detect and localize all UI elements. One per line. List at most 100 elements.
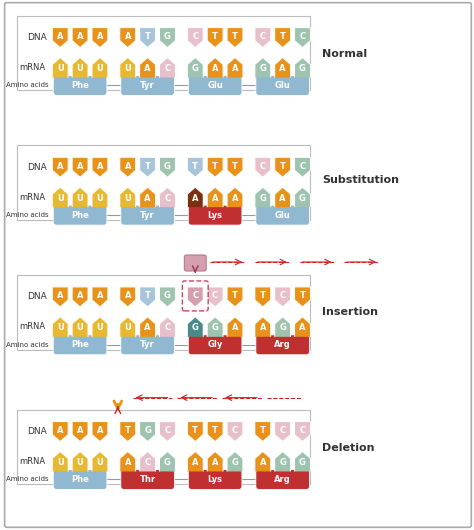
Polygon shape xyxy=(275,187,291,207)
Polygon shape xyxy=(255,317,271,337)
Polygon shape xyxy=(72,421,88,441)
Text: A: A xyxy=(212,193,219,202)
Text: Tyr: Tyr xyxy=(140,340,155,349)
Text: G: G xyxy=(259,64,266,73)
Polygon shape xyxy=(120,287,136,307)
Text: T: T xyxy=(125,426,131,435)
Polygon shape xyxy=(294,58,310,77)
Polygon shape xyxy=(92,452,108,472)
FancyBboxPatch shape xyxy=(17,410,310,484)
Text: A: A xyxy=(97,162,103,171)
Text: T: T xyxy=(280,162,286,171)
Polygon shape xyxy=(52,58,68,77)
Text: C: C xyxy=(280,292,286,301)
Text: C: C xyxy=(164,193,171,202)
Text: C: C xyxy=(192,32,198,41)
Text: C: C xyxy=(260,32,266,41)
FancyBboxPatch shape xyxy=(188,75,242,95)
FancyBboxPatch shape xyxy=(256,75,310,95)
Text: A: A xyxy=(145,323,151,332)
Text: Phe: Phe xyxy=(71,475,89,484)
Polygon shape xyxy=(160,421,175,441)
Text: A: A xyxy=(279,193,286,202)
FancyBboxPatch shape xyxy=(256,470,310,489)
Text: G: G xyxy=(259,193,266,202)
Polygon shape xyxy=(255,187,271,207)
Polygon shape xyxy=(255,452,271,472)
Text: T: T xyxy=(260,426,266,435)
Text: Phe: Phe xyxy=(71,81,89,90)
Polygon shape xyxy=(207,28,223,48)
Polygon shape xyxy=(255,421,271,441)
Polygon shape xyxy=(72,28,88,48)
Polygon shape xyxy=(187,58,203,77)
Text: G: G xyxy=(299,193,306,202)
Polygon shape xyxy=(72,157,88,177)
FancyBboxPatch shape xyxy=(188,205,242,225)
FancyBboxPatch shape xyxy=(256,335,310,355)
Polygon shape xyxy=(187,452,203,472)
Text: Amino acids: Amino acids xyxy=(6,342,49,348)
FancyBboxPatch shape xyxy=(188,335,242,355)
Polygon shape xyxy=(92,28,108,48)
Polygon shape xyxy=(72,317,88,337)
Polygon shape xyxy=(275,287,291,307)
Polygon shape xyxy=(187,421,203,441)
Polygon shape xyxy=(160,452,175,472)
FancyBboxPatch shape xyxy=(121,470,174,489)
Text: C: C xyxy=(192,292,198,301)
Polygon shape xyxy=(52,317,68,337)
Polygon shape xyxy=(92,157,108,177)
Text: U: U xyxy=(57,323,64,332)
Polygon shape xyxy=(52,452,68,472)
Text: C: C xyxy=(164,64,171,73)
Text: DNA: DNA xyxy=(27,163,47,172)
Text: T: T xyxy=(212,32,218,41)
Text: Amino acids: Amino acids xyxy=(6,83,49,89)
Text: C: C xyxy=(164,426,171,435)
FancyBboxPatch shape xyxy=(5,3,471,527)
Polygon shape xyxy=(120,452,136,472)
FancyBboxPatch shape xyxy=(121,335,174,355)
Text: C: C xyxy=(260,162,266,171)
Polygon shape xyxy=(187,157,203,177)
FancyBboxPatch shape xyxy=(17,16,310,91)
Text: A: A xyxy=(125,458,131,467)
Text: mRNA: mRNA xyxy=(19,63,46,72)
Text: T: T xyxy=(260,292,266,301)
Text: U: U xyxy=(77,193,83,202)
Text: Arg: Arg xyxy=(274,340,291,349)
Polygon shape xyxy=(227,452,243,472)
Polygon shape xyxy=(160,317,175,337)
Polygon shape xyxy=(207,287,223,307)
Text: G: G xyxy=(299,458,306,467)
Text: G: G xyxy=(164,162,171,171)
Text: Amino acids: Amino acids xyxy=(6,476,49,482)
Text: T: T xyxy=(280,32,286,41)
Text: T: T xyxy=(232,162,238,171)
Polygon shape xyxy=(160,157,175,177)
Polygon shape xyxy=(294,421,310,441)
Text: A: A xyxy=(212,458,219,467)
Text: T: T xyxy=(145,292,151,301)
Polygon shape xyxy=(255,28,271,48)
Polygon shape xyxy=(120,157,136,177)
Text: DNA: DNA xyxy=(27,33,47,42)
Polygon shape xyxy=(140,157,155,177)
Text: C: C xyxy=(145,458,151,467)
Polygon shape xyxy=(187,287,203,307)
Text: A: A xyxy=(212,64,219,73)
Text: G: G xyxy=(279,323,286,332)
Text: T: T xyxy=(192,162,198,171)
Text: A: A xyxy=(57,32,64,41)
Polygon shape xyxy=(227,58,243,77)
Text: A: A xyxy=(77,426,83,435)
Polygon shape xyxy=(52,287,68,307)
Text: Thr: Thr xyxy=(139,475,155,484)
Polygon shape xyxy=(207,421,223,441)
Polygon shape xyxy=(160,58,175,77)
Text: mRNA: mRNA xyxy=(19,322,46,331)
Text: U: U xyxy=(77,323,83,332)
Text: A: A xyxy=(57,162,64,171)
Polygon shape xyxy=(275,58,291,77)
